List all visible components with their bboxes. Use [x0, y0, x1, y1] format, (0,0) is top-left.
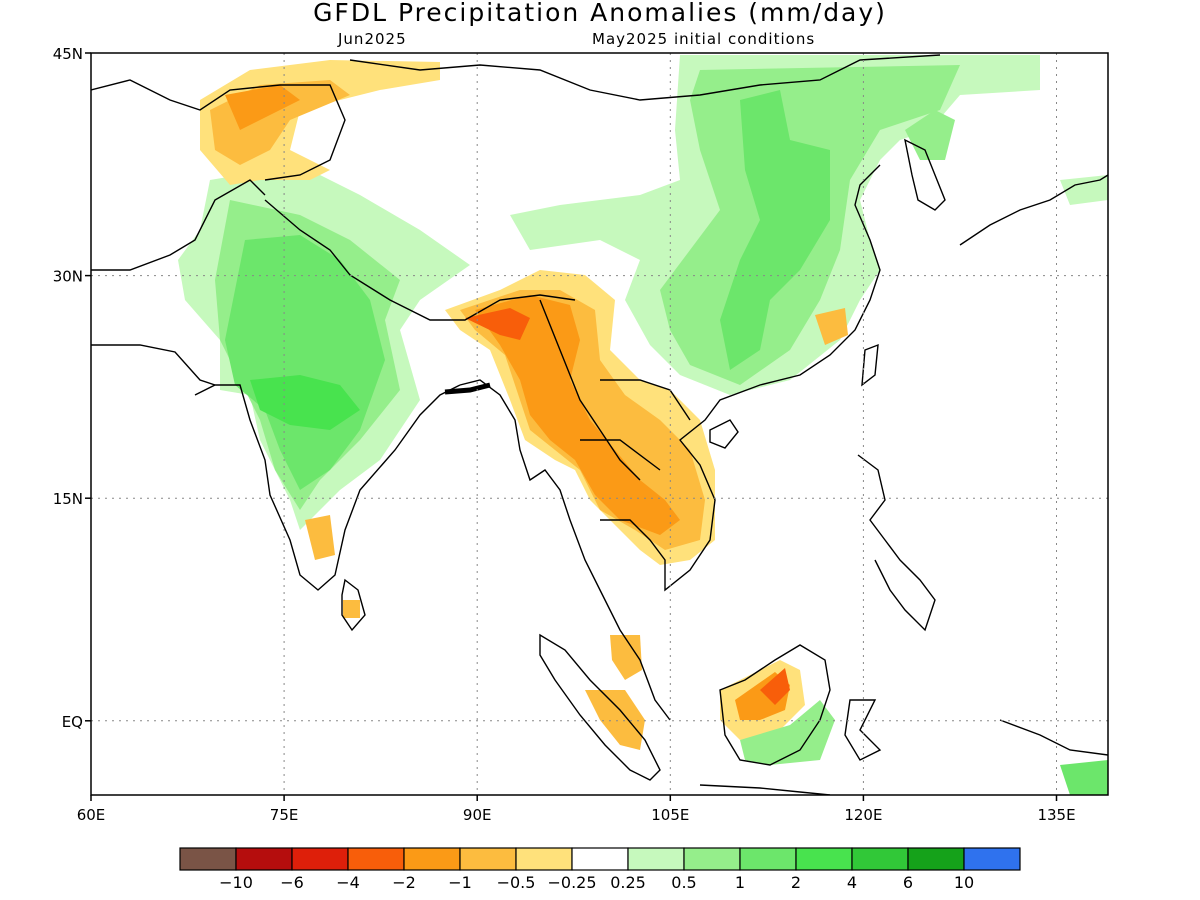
border-china-north [349, 54, 941, 101]
coast-borneo [719, 644, 831, 766]
coast-ganges-delta [444, 382, 491, 395]
coast-sulawesi [844, 699, 882, 761]
coast-japan [959, 174, 1108, 246]
coast-bay-east [459, 379, 671, 721]
border-himalaya [264, 199, 576, 321]
anomaly-fields [178, 55, 1108, 795]
coast-sri-lanka [341, 578, 366, 632]
anomaly-malay-1 [610, 635, 642, 680]
colorbar-label: 4 [847, 873, 857, 892]
anomaly-central-asia-3 [225, 85, 300, 130]
anomaly-new-guinea [1060, 760, 1108, 795]
anomaly-india-4 [250, 375, 360, 430]
anomaly-borneo-3 [760, 668, 790, 705]
anomaly-korea-positive [905, 110, 955, 160]
colorbar-swatch [571, 847, 629, 871]
anomaly-myanmar-4 [465, 308, 530, 340]
border-central-asia [91, 79, 346, 181]
lat-tick-label: 15N [53, 490, 83, 508]
colorbar-swatch [907, 847, 965, 871]
colorbar-label: 2 [791, 873, 801, 892]
axis-ticks: 60E 75E 90E 105E 120E 135E 45N 30N 15N EQ [53, 45, 1076, 824]
colorbar-label: −10 [219, 873, 253, 892]
colorbar-label: 10 [954, 873, 974, 892]
anomaly-sumatra-1 [585, 690, 645, 750]
forecast-month: Jun2025 [338, 30, 407, 48]
border-indochina [539, 299, 691, 481]
coast-taiwan [861, 343, 879, 387]
coast-india [194, 384, 461, 591]
colorbar-label: 0.25 [610, 873, 646, 892]
colorbar-swatch [739, 847, 797, 871]
colorbar-label: −2 [392, 873, 416, 892]
colorbar-label: 6 [903, 873, 913, 892]
anomaly-india-2 [225, 235, 385, 490]
lat-tick-label: EQ [62, 713, 83, 731]
anomaly-sri-lanka [343, 600, 360, 618]
lon-tick-label: 105E [651, 806, 689, 824]
coast-pakistan [91, 344, 216, 386]
border-afghan [91, 179, 266, 271]
anomaly-south-china-coast [815, 308, 848, 345]
map-grid [91, 53, 1108, 795]
colorbar-label: −4 [336, 873, 360, 892]
colorbar-label: 0.5 [671, 873, 696, 892]
anomaly-borneo-positive [740, 700, 835, 765]
lon-tick-label: 60E [77, 806, 106, 824]
lon-tick-label: 135E [1037, 806, 1075, 824]
colorbar-swatch [403, 847, 461, 871]
colorbar-swatch [179, 847, 237, 871]
anomaly-east-asia-2 [720, 90, 830, 370]
colorbar-swatch [347, 847, 405, 871]
coast-indochina [600, 164, 881, 592]
coast-sumatra [539, 633, 661, 781]
colorbar-swatch [515, 847, 573, 871]
colorbar-label: 1 [735, 873, 745, 892]
colorbar-label: −0.5 [497, 873, 536, 892]
coastlines [91, 54, 1108, 795]
colorbar-swatch [683, 847, 741, 871]
coast-hainan [709, 419, 739, 449]
lat-tick-label: 30N [53, 268, 83, 286]
colorbar-swatch [291, 847, 349, 871]
colorbar-swatch [459, 847, 517, 871]
chart-title: GFDL Precipitation Anomalies (mm/day) [313, 0, 887, 27]
colorbar-label: −1 [448, 873, 472, 892]
colorbar-swatch [795, 847, 853, 871]
coast-korea [904, 138, 946, 211]
colorbar-label: −0.25 [547, 873, 596, 892]
colorbar-swatch [235, 847, 293, 871]
colorbar-swatch [627, 847, 685, 871]
map-frame [90, 52, 1109, 796]
coast-philippines [857, 454, 936, 632]
lat-tick-label: 45N [53, 45, 83, 63]
colorbar-swatch [851, 847, 909, 871]
lon-tick-label: 120E [844, 806, 882, 824]
anomaly-japan-positive [1060, 175, 1108, 205]
colorbar-swatch [963, 847, 1021, 871]
coast-java [699, 784, 831, 795]
colorbar-label: −6 [280, 873, 304, 892]
coast-new-guinea [999, 719, 1108, 756]
lon-tick-label: 75E [270, 806, 299, 824]
lon-tick-label: 90E [463, 806, 492, 824]
anomaly-indochina-3 [475, 295, 680, 535]
colorbar: −10 −6 −4 −2 −1 −0.5 −0.25 0.25 0.5 1 2 4 6 10 [179, 847, 1021, 892]
initial-conditions: May2025 initial conditions [592, 30, 816, 48]
anomaly-india-south-tip [305, 515, 335, 560]
